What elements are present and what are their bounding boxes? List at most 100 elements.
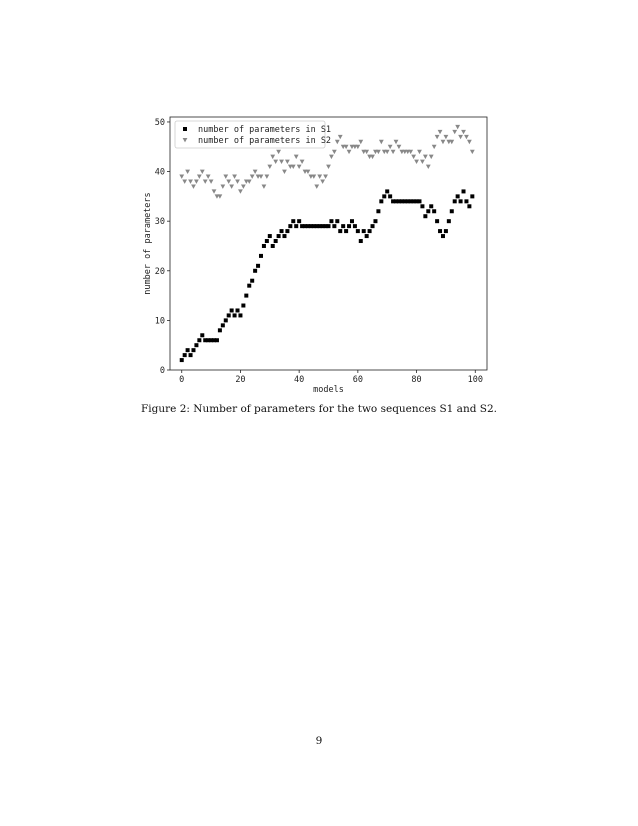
data-point [305, 224, 310, 229]
data-point [235, 308, 240, 313]
data-point [364, 149, 370, 155]
data-point [326, 224, 331, 229]
data-point [338, 229, 343, 234]
data-point [376, 209, 381, 214]
data-point [399, 199, 404, 204]
data-point [428, 154, 434, 160]
plot-area [179, 124, 475, 363]
data-point [326, 164, 331, 170]
data-point [443, 134, 449, 140]
data-point [235, 179, 240, 184]
data-point [469, 149, 475, 155]
series-2 [179, 124, 475, 199]
data-point [297, 219, 302, 224]
data-point [384, 149, 390, 155]
data-point [308, 224, 313, 229]
data-point [244, 293, 249, 298]
data-point [341, 224, 346, 229]
data-point [203, 338, 208, 343]
data-point [408, 199, 413, 204]
data-point [385, 189, 390, 194]
data-point [252, 169, 258, 174]
data-point [179, 174, 185, 179]
data-point [270, 154, 276, 160]
data-point [344, 229, 349, 234]
x-tick-label: 60 [353, 375, 363, 385]
data-point [411, 199, 416, 204]
data-point [434, 134, 440, 140]
chart-figure: 0 20 40 60 80 100 0 10 20 30 40 50 models number o… [143, 116, 488, 395]
data-point [199, 169, 205, 174]
data-point [461, 129, 466, 135]
data-point [258, 253, 263, 258]
legend-box [174, 120, 326, 149]
data-point [323, 174, 328, 179]
data-point [209, 338, 214, 343]
data-point [461, 189, 466, 194]
data-point [414, 159, 419, 165]
data-point [197, 338, 202, 343]
data-point [358, 139, 364, 145]
data-point [449, 139, 455, 145]
data-point [279, 159, 284, 165]
data-point [438, 229, 443, 234]
data-point [282, 234, 287, 239]
data-point [425, 164, 431, 170]
data-point [317, 174, 323, 179]
data-point [329, 154, 334, 160]
data-point [387, 144, 393, 150]
data-point [226, 179, 232, 184]
data-point [291, 219, 296, 224]
data-point [391, 199, 396, 204]
y-axis: 0 10 20 30 40 50 [155, 118, 170, 376]
data-point [196, 174, 202, 179]
data-point [393, 139, 399, 145]
data-point [423, 214, 428, 219]
data-point [317, 224, 322, 229]
data-point [264, 239, 269, 244]
data-point [240, 184, 246, 189]
x-tick-label: 0 [179, 375, 184, 385]
x-tick-label: 40 [294, 375, 304, 385]
data-point [188, 179, 193, 184]
data-point [311, 174, 317, 179]
data-point [446, 219, 451, 224]
data-point [249, 174, 255, 179]
data-point [329, 219, 334, 224]
y-tick-label: 40 [155, 168, 165, 178]
data-point [396, 199, 401, 204]
data-point [311, 224, 316, 229]
data-point [335, 219, 340, 224]
data-point [208, 179, 214, 184]
data-point [370, 154, 375, 160]
data-point [355, 229, 360, 234]
data-point [270, 243, 275, 248]
data-point [296, 164, 302, 170]
data-point [429, 204, 434, 209]
data-point [261, 243, 266, 248]
data-point [455, 194, 460, 199]
data-point [378, 139, 384, 145]
data-point [382, 194, 387, 199]
data-point [331, 149, 337, 155]
y-tick-label: 10 [155, 316, 165, 326]
data-point [273, 239, 278, 244]
data-point [229, 308, 234, 313]
y-axis-label: number of parameters [143, 192, 153, 294]
data-point [337, 134, 343, 140]
data-point [294, 224, 299, 229]
data-point [440, 234, 445, 239]
data-point [250, 278, 255, 283]
data-point [300, 224, 305, 229]
data-point [466, 139, 472, 145]
data-point [238, 189, 243, 194]
data-point [276, 234, 281, 239]
data-point [464, 199, 469, 204]
data-point [343, 144, 349, 150]
series-1 [179, 189, 475, 363]
data-point [414, 199, 419, 204]
x-tick-label: 20 [235, 375, 245, 385]
data-point [256, 263, 261, 268]
data-point [220, 323, 225, 328]
plot-frame [169, 116, 488, 371]
